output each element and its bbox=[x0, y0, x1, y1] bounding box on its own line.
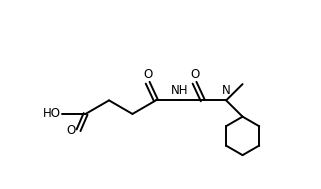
Text: NH: NH bbox=[170, 84, 188, 97]
Text: O: O bbox=[67, 124, 76, 137]
Text: O: O bbox=[143, 68, 152, 81]
Text: N: N bbox=[222, 84, 230, 97]
Text: HO: HO bbox=[43, 107, 61, 120]
Text: O: O bbox=[190, 68, 199, 81]
